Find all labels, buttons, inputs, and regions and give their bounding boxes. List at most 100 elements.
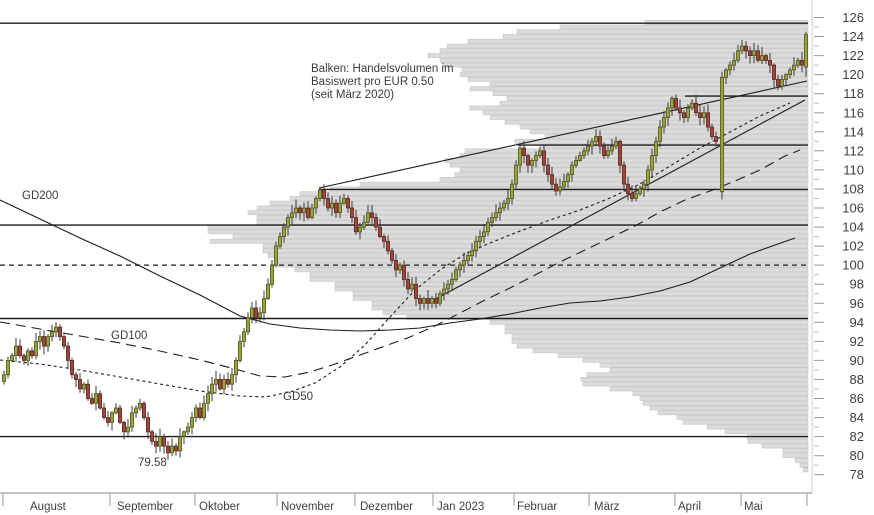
- volume-bar: [444, 158, 809, 163]
- candle-up: [489, 217, 494, 223]
- candle-up: [538, 150, 543, 157]
- candle-down: [369, 212, 374, 219]
- price-levels: [0, 22, 808, 438]
- candle-up: [317, 189, 322, 199]
- candle-down: [526, 155, 531, 166]
- volume-bar: [492, 91, 809, 96]
- candle-up: [481, 231, 486, 238]
- candle-down: [706, 112, 711, 128]
- gd100-line: [0, 149, 801, 378]
- candle-up: [690, 102, 695, 109]
- y-axis-label: 126: [842, 10, 864, 25]
- candle-up: [34, 340, 39, 357]
- candle-down: [678, 107, 683, 114]
- volume-profile: [207, 19, 809, 473]
- candle-up: [157, 436, 162, 447]
- volume-bar: [262, 243, 809, 249]
- volume-bar: [644, 19, 809, 25]
- y-axis-label: 118: [843, 86, 864, 101]
- candle-up: [50, 331, 55, 337]
- candle-down: [602, 145, 607, 157]
- candle-up: [273, 245, 278, 266]
- candle-down: [173, 445, 178, 452]
- candle-down: [225, 378, 230, 385]
- volume-bar: [511, 334, 809, 339]
- candle-down: [756, 50, 761, 61]
- candle-up: [9, 355, 14, 361]
- candle-up: [457, 264, 462, 271]
- candle-up: [365, 212, 370, 223]
- volume-bar: [449, 162, 809, 168]
- y-axis-label: 116: [843, 105, 864, 120]
- volume-bar: [544, 134, 809, 139]
- y-axis-label: 106: [842, 201, 864, 216]
- y-axis-label: 100: [842, 258, 864, 273]
- candle-down: [710, 126, 715, 137]
- volume-bar: [207, 229, 809, 235]
- candle-up: [437, 293, 442, 304]
- volume-bar: [682, 419, 809, 425]
- volume-bar: [609, 386, 809, 392]
- volume-bar: [256, 205, 809, 211]
- candle-down: [118, 407, 123, 423]
- candle-up: [514, 164, 519, 185]
- volume-bar: [529, 129, 809, 135]
- candle-down: [42, 336, 47, 347]
- volume-bar: [274, 257, 809, 263]
- volume-bar: [516, 29, 809, 35]
- candle-up: [461, 259, 466, 266]
- volume-bar: [209, 238, 809, 244]
- volume-bar: [706, 424, 809, 430]
- candle-up: [509, 183, 514, 199]
- candle-down: [345, 198, 350, 209]
- candle-down: [674, 98, 679, 109]
- y-axis: 78 80 82 84 86 88 90 92 94 96 98 100 102 104 106 108 110…: [814, 10, 864, 482]
- candle-down: [768, 60, 773, 66]
- volume-bar: [461, 67, 809, 73]
- candle-down: [546, 164, 551, 176]
- candle-down: [381, 236, 386, 242]
- candle-down: [377, 226, 382, 238]
- volume-bar: [256, 219, 809, 225]
- candle-down: [776, 79, 781, 87]
- candle-up: [453, 269, 458, 280]
- volume-bar: [267, 253, 809, 258]
- candle-up: [493, 212, 498, 219]
- candle-down: [149, 431, 154, 442]
- candle-up: [245, 317, 250, 333]
- candle-down: [385, 240, 390, 252]
- y-axis-label: 114: [843, 124, 864, 139]
- candle-up: [650, 155, 655, 171]
- y-axis-label: 96: [850, 296, 864, 311]
- candle-up: [38, 336, 43, 342]
- x-axis-label: März: [594, 501, 620, 513]
- candle-up: [137, 402, 142, 409]
- candle-down: [401, 264, 406, 280]
- candle-up: [646, 169, 651, 185]
- candle-up: [445, 283, 450, 290]
- volume-bar: [559, 24, 809, 30]
- candle-up: [289, 212, 294, 219]
- candle-up: [13, 345, 18, 357]
- candle-up: [209, 383, 214, 395]
- volume-bar: [467, 38, 809, 44]
- volume-bar: [469, 105, 809, 111]
- candle-up: [213, 378, 218, 385]
- candle-up: [736, 50, 741, 61]
- volume-bar: [309, 272, 809, 278]
- candle-up: [293, 207, 298, 214]
- volume-bar: [489, 81, 809, 87]
- candle-up: [110, 412, 115, 423]
- x-axis-label: Dezember: [360, 501, 413, 513]
- y-axis-label: 104: [842, 220, 864, 235]
- candle-up: [497, 207, 502, 214]
- candle-up: [6, 359, 11, 376]
- candle-down: [145, 417, 150, 433]
- volume-bar: [232, 234, 809, 239]
- candle-down: [17, 345, 22, 357]
- candle-down: [66, 345, 71, 361]
- candle-up: [126, 426, 131, 433]
- candle-up: [720, 77, 725, 193]
- candle-up: [614, 140, 619, 147]
